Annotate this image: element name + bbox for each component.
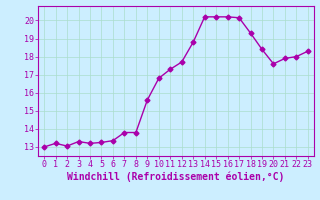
- X-axis label: Windchill (Refroidissement éolien,°C): Windchill (Refroidissement éolien,°C): [67, 172, 285, 182]
